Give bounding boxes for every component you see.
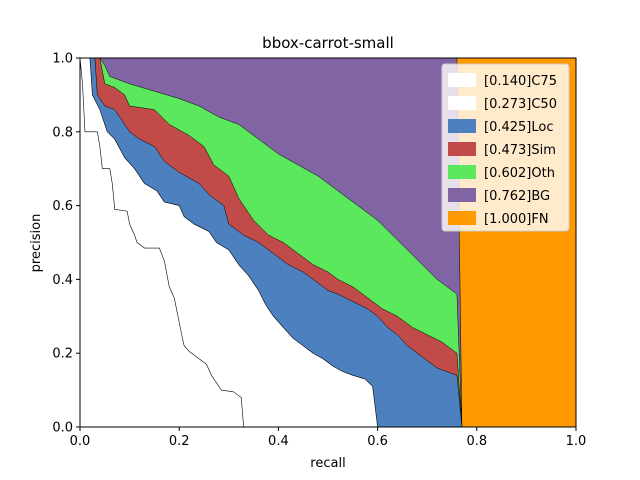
legend-entry: [0.273]C50 — [484, 97, 557, 112]
y-tick-label: 0.6 — [52, 199, 73, 214]
area-0-140-c75 — [79, 57, 244, 428]
y-tick-label: 1.0 — [52, 52, 73, 67]
legend-swatch — [448, 119, 476, 133]
legend-entry: [1.000]FN — [484, 212, 549, 227]
y-tick-label: 0.8 — [52, 125, 73, 140]
legend-swatch — [448, 188, 476, 202]
y-tick-label: 0.2 — [52, 347, 73, 362]
y-axis-label: precision — [29, 214, 44, 273]
y-tick-label: 0.4 — [52, 273, 73, 288]
legend-swatch — [448, 165, 476, 179]
x-tick-label: 0.4 — [268, 434, 289, 449]
chart-title: bbox-carrot-small — [262, 34, 394, 52]
legend: [0.140]C75 [0.273]C50 [0.425]Loc [0.473]Sim… — [441, 63, 570, 232]
x-tick-label: 0.6 — [367, 434, 388, 449]
x-axis-ticks: 0.0 0.2 0.4 0.6 0.8 1.0 — [70, 427, 587, 449]
x-tick-label: 0.8 — [466, 434, 487, 449]
x-tick-label: 0.2 — [169, 434, 190, 449]
legend-entry: [0.140]C75 — [484, 74, 557, 89]
legend-swatch — [448, 142, 476, 156]
legend-entry: [0.602]Oth — [484, 166, 555, 181]
x-tick-label: 0.0 — [70, 434, 91, 449]
y-axis-ticks: 0.0 0.2 0.4 0.6 0.8 1.0 — [52, 52, 80, 436]
x-axis-label: recall — [310, 456, 345, 471]
legend-swatch — [448, 96, 476, 110]
plot-frame — [79, 57, 577, 428]
legend-entry: [0.762]BG — [484, 189, 550, 204]
legend-entry: [0.425]Loc — [484, 120, 553, 135]
legend-entry: [0.473]Sim — [484, 143, 556, 158]
legend-swatch — [448, 211, 476, 225]
y-tick-label: 0.0 — [52, 421, 73, 436]
x-tick-label: 1.0 — [566, 434, 587, 449]
legend-swatch — [448, 73, 476, 87]
